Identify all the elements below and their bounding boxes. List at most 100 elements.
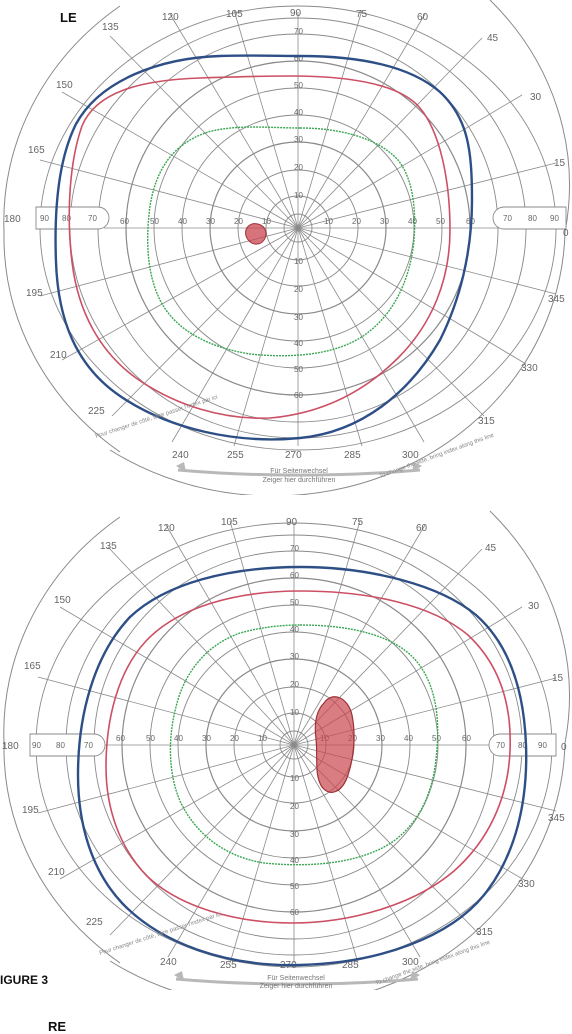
- scale-left-50: 50: [146, 734, 155, 743]
- meridian-225: [109, 744, 295, 936]
- scale-left-70: 70: [84, 741, 93, 750]
- scale-right-50: 50: [436, 217, 445, 226]
- footer-center-line-1: Für Seitenwechsel: [270, 468, 328, 475]
- angle-label-180: 180: [4, 214, 21, 225]
- outer-isopter-blue: [54, 54, 474, 441]
- scale-left-40: 40: [178, 217, 187, 226]
- inner-isopter-green: [147, 126, 416, 357]
- angle-label-300: 300: [402, 957, 419, 968]
- scale-right-20: 20: [352, 217, 361, 226]
- footer-center-line-2: Zeiger hier durchführen: [263, 477, 336, 484]
- scale-down-60: 60: [290, 908, 299, 917]
- meridian-240: [171, 227, 299, 443]
- angle-label-180: 180: [2, 741, 19, 752]
- meridian-135: [107, 546, 295, 746]
- scale-right-70: 70: [496, 741, 505, 750]
- scale-down-30: 30: [290, 830, 299, 839]
- scale-up-10: 10: [290, 708, 299, 717]
- chart-outer-boundary-left: [3, 516, 121, 964]
- scale-right-80: 80: [528, 214, 537, 223]
- angle-label-60: 60: [417, 12, 429, 23]
- angle-label-165: 165: [28, 145, 45, 156]
- angle-label-120: 120: [158, 523, 175, 534]
- scale-up-60: 60: [294, 54, 303, 63]
- angle-label-75: 75: [352, 517, 364, 528]
- eye-label-left: LE: [60, 10, 77, 25]
- angle-label-75: 75: [356, 9, 368, 20]
- angle-label-240: 240: [172, 450, 189, 461]
- meridian-195: [37, 744, 295, 814]
- angle-label-15: 15: [552, 673, 564, 684]
- scale-right-40: 40: [408, 217, 417, 226]
- meridian-165: [37, 676, 295, 746]
- meridian-150: [59, 606, 295, 746]
- meridian-150: [61, 91, 299, 229]
- angle-label-150: 150: [54, 595, 71, 606]
- angle-labels: 0 15 30 45 60 75 90 105 120 135 150 165 …: [4, 8, 569, 461]
- scale-up-40: 40: [290, 625, 299, 634]
- scale-up-10: 10: [294, 191, 303, 200]
- left-scale-bar: [35, 206, 110, 230]
- inner-isopter-green: [169, 624, 439, 866]
- angle-label-90: 90: [290, 8, 302, 19]
- angle-label-30: 30: [528, 601, 540, 612]
- meridian-105: [229, 520, 295, 746]
- scale-left-90: 90: [40, 214, 49, 223]
- scale-up-30: 30: [294, 135, 303, 144]
- angle-label-105: 105: [226, 9, 243, 20]
- outer-isopter-blue: [76, 565, 528, 967]
- scale-down-60: 60: [294, 391, 303, 400]
- footer-center-line-1: Für Seitenwechsel: [267, 975, 325, 982]
- angle-label-255: 255: [227, 450, 244, 461]
- angle-label-0: 0: [563, 228, 569, 239]
- angle-label-225: 225: [88, 406, 105, 417]
- scale-right-80: 80: [518, 741, 527, 750]
- angle-label-210: 210: [48, 867, 65, 878]
- chart-outer-boundary: [109, 0, 570, 497]
- angle-label-240: 240: [160, 957, 177, 968]
- scale-left-10: 10: [262, 217, 271, 226]
- scale-right-50: 50: [432, 734, 441, 743]
- scotoma-blindspot: [245, 223, 267, 245]
- angle-label-30: 30: [530, 92, 542, 103]
- angle-label-315: 315: [478, 416, 495, 427]
- scale-down-50: 50: [294, 365, 303, 374]
- eye-label-right: RE: [48, 1019, 67, 1034]
- scale-left-60: 60: [120, 217, 129, 226]
- meridian-225: [111, 227, 299, 417]
- meridian-210: [61, 227, 299, 361]
- scale-left-50: 50: [150, 217, 159, 226]
- scale-up-30: 30: [290, 652, 299, 661]
- figure-caption: IGURE 3: [0, 973, 49, 987]
- meridian-120: [165, 524, 295, 746]
- angle-label-285: 285: [344, 450, 361, 461]
- meridian-240: [167, 744, 295, 958]
- meridian-210: [59, 744, 295, 880]
- scale-down-40: 40: [290, 856, 299, 865]
- meridian-135: [109, 35, 299, 229]
- angle-label-135: 135: [102, 22, 119, 33]
- scale-left-20: 20: [234, 217, 243, 226]
- meridian-255: [229, 744, 295, 964]
- angle-label-315: 315: [476, 927, 493, 938]
- angle-label-195: 195: [22, 805, 39, 816]
- scale-up-20: 20: [294, 163, 303, 172]
- scale-up-60: 60: [290, 571, 299, 580]
- scale-left-30: 30: [206, 217, 215, 226]
- angle-label-285: 285: [342, 960, 359, 971]
- angle-label-165: 165: [24, 661, 41, 672]
- meridian-300: [297, 227, 425, 443]
- angle-label-300: 300: [402, 450, 419, 461]
- scale-right-90: 90: [538, 741, 547, 750]
- scale-left-20: 20: [230, 734, 239, 743]
- meridian-75: [297, 9, 363, 229]
- scale-down-40: 40: [294, 339, 303, 348]
- scale-down-20: 20: [290, 802, 299, 811]
- angle-label-15: 15: [554, 158, 566, 169]
- meridian-330: [297, 227, 527, 365]
- meridian-345: [297, 227, 557, 295]
- right-scale-bar: [488, 733, 557, 757]
- meridian-285: [297, 227, 363, 447]
- footer-right-text: To change the side, bring index along th…: [375, 939, 492, 986]
- middle-isopter-red: [105, 590, 512, 924]
